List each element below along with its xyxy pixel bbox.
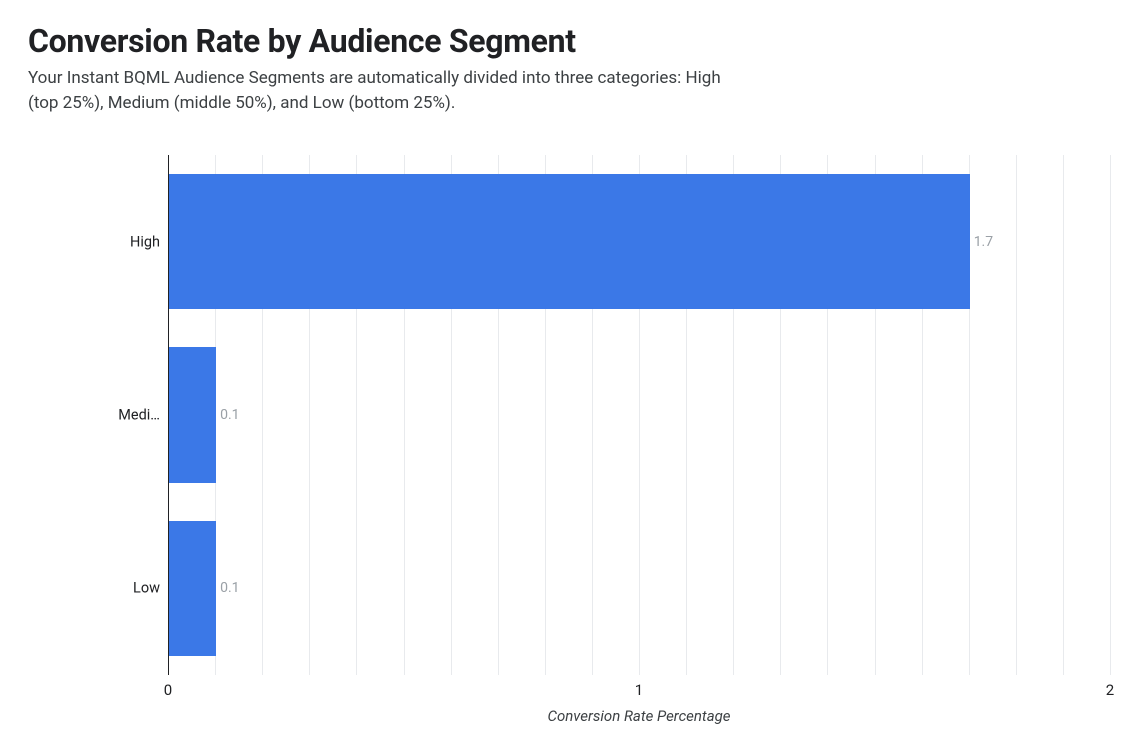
x-axis-title: Conversion Rate Percentage [168, 707, 1110, 725]
bar-value-label: 0.1 [220, 407, 239, 423]
chart-subtitle: Your Instant BQML Audience Segments are … [28, 66, 748, 115]
chart-container: HighMedi…Low 1.70.10.1 Conversion Rate P… [100, 155, 1110, 715]
bar-value-label: 1.7 [974, 234, 993, 250]
page-root: Conversion Rate by Audience Segment Your… [0, 0, 1140, 750]
y-category-label: High [130, 233, 160, 250]
bar: 0.1 [169, 347, 216, 482]
bar: 0.1 [169, 521, 216, 656]
bar: 1.7 [169, 174, 970, 309]
gridline [1016, 155, 1017, 675]
y-axis-labels: High Medi… Low [100, 155, 168, 675]
gridline [1063, 155, 1064, 675]
y-category-label: Low [133, 580, 160, 597]
x-tick-label: 2 [1106, 681, 1114, 699]
x-tick-label: 1 [635, 681, 643, 699]
bar-value-label: 0.1 [220, 580, 239, 596]
x-tick-label: 0 [164, 681, 172, 699]
plot-area: 1.70.10.1 [168, 155, 1110, 675]
y-category-label: Medi… [118, 407, 160, 424]
gridline [1110, 155, 1111, 675]
chart-title: Conversion Rate by Audience Segment [28, 22, 1112, 60]
